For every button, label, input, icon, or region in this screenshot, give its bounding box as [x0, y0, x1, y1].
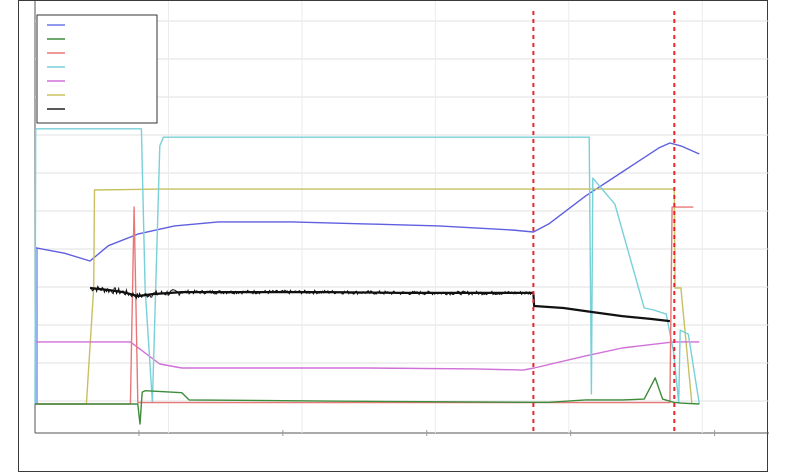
series-line-4	[35, 206, 694, 405]
series-line-5	[35, 377, 700, 425]
series-line-1	[35, 188, 693, 405]
left-band	[35, 247, 38, 404]
chart-frame	[18, 0, 769, 472]
line-chart	[34, 1, 769, 436]
series-noise-black	[89, 284, 534, 300]
series-line-0	[34, 142, 700, 262]
legend-box	[36, 14, 158, 124]
series-line-2	[35, 341, 700, 371]
